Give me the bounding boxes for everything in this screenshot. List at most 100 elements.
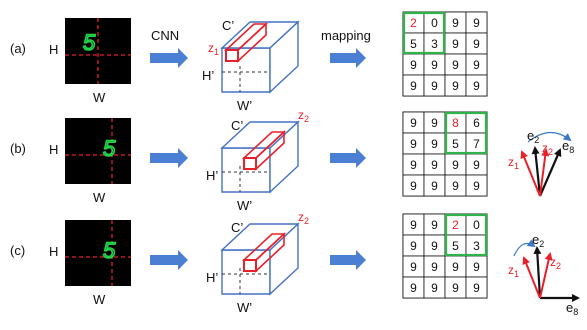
grid-cell: 3 xyxy=(423,32,446,55)
grid-cell: 9 xyxy=(402,174,425,197)
z2-label: z2 xyxy=(542,141,553,157)
row-label: (c) xyxy=(10,243,25,258)
z1-label: z1 xyxy=(508,155,519,171)
grid-cell-value: 3 xyxy=(431,37,438,51)
cnn-label: CNN xyxy=(151,28,179,43)
grid-cell-value: 9 xyxy=(473,16,480,30)
grid-cell: 9 xyxy=(402,276,425,299)
z-feature-label: z1 xyxy=(208,41,219,57)
handwritten-digit: 5 xyxy=(83,30,96,55)
grid-cell-value: 0 xyxy=(431,16,438,30)
cube-channel-label: C’ xyxy=(231,118,243,133)
cube-channel-label: C’ xyxy=(231,220,243,235)
z2-vector xyxy=(539,252,553,299)
cube-height-label: H’ xyxy=(202,68,214,83)
grid-cell: 5 xyxy=(402,32,425,55)
cnn-arrow xyxy=(150,48,188,68)
e2-vector xyxy=(533,246,542,299)
input-width-label: W xyxy=(93,90,106,105)
grid-cell-value: 9 xyxy=(431,158,438,172)
grid-cell: 9 xyxy=(402,74,425,97)
grid-cell: 9 xyxy=(402,111,425,134)
pool-highlight xyxy=(402,11,446,55)
cnn-arrow xyxy=(150,250,188,270)
handwritten-digit: 5 xyxy=(103,238,116,263)
row-label: (b) xyxy=(10,141,26,156)
pool-highlight xyxy=(444,111,488,155)
cube-channel-label: C’ xyxy=(222,18,234,33)
grid-cell-value: 9 xyxy=(410,239,417,253)
vector-diagram: e2 e8 z1 z2 xyxy=(508,128,574,197)
grid-cell: 2 xyxy=(402,11,425,34)
grid-cell-value: 5 xyxy=(452,239,459,253)
grid-cell-box xyxy=(465,74,488,97)
grid-cell: 7 xyxy=(465,132,488,155)
grid-cell: 9 xyxy=(402,255,425,278)
grid-cell: 5 xyxy=(444,132,467,155)
grid-cell-value: 9 xyxy=(410,137,417,151)
grid-cell-value: 9 xyxy=(473,79,480,93)
grid-cell: 9 xyxy=(402,213,425,236)
grid-cell: 3 xyxy=(465,234,488,257)
grid-cell-value: 9 xyxy=(431,137,438,151)
z1-label: z1 xyxy=(508,263,519,279)
grid-cell: 9 xyxy=(465,255,488,278)
row-label: (a) xyxy=(10,41,26,56)
grid-cell-value: 9 xyxy=(431,79,438,93)
e8-label: e8 xyxy=(566,300,578,317)
grid-cell-value: 9 xyxy=(452,179,459,193)
cube-width-label: W’ xyxy=(237,198,252,213)
feature-column-front xyxy=(243,259,257,272)
grid-cell-value: 9 xyxy=(473,158,480,172)
grid-cell-value: 9 xyxy=(452,37,459,51)
input-width-label: W xyxy=(93,292,106,307)
grid-cell: 9 xyxy=(444,32,467,55)
e8-label: e8 xyxy=(562,138,574,155)
rotation-arrow xyxy=(527,131,572,143)
grid-cell-value: 9 xyxy=(452,281,459,295)
grid-cell-value: 2 xyxy=(410,16,417,30)
grid-cell-value: 9 xyxy=(452,158,459,172)
grid-cell: 8 xyxy=(444,111,467,134)
e8-vector xyxy=(538,148,562,197)
grid-cell-value: 9 xyxy=(410,158,417,172)
grid-cell-value: 9 xyxy=(431,281,438,295)
cube-height-label: H’ xyxy=(206,270,218,285)
handwritten-digit: 5 xyxy=(103,136,116,161)
grid-cell-value: 8 xyxy=(452,116,459,130)
z1-vector xyxy=(522,256,541,299)
grid-cell-value: 9 xyxy=(410,58,417,72)
grid-cell: 9 xyxy=(423,74,446,97)
grid-cell: 9 xyxy=(444,174,467,197)
grid-cell-value: 9 xyxy=(431,179,438,193)
grid-cell: 9 xyxy=(465,74,488,97)
grid-cell-value: 0 xyxy=(473,218,480,232)
z2-vector xyxy=(539,148,550,197)
feature-column-front xyxy=(225,49,239,62)
grid-cell-value: 9 xyxy=(431,116,438,130)
grid-cell-value: 9 xyxy=(473,260,480,274)
grid-cell: 9 xyxy=(402,153,425,176)
grid-cell-value: 9 xyxy=(473,58,480,72)
z1-vector xyxy=(520,150,541,197)
mapping-arrow xyxy=(330,48,366,68)
grid-cell-box xyxy=(465,174,488,197)
pool-highlight xyxy=(444,213,488,257)
grid-cell-value: 9 xyxy=(410,179,417,193)
grid-cell: 9 xyxy=(444,74,467,97)
grid-cell-value: 9 xyxy=(410,116,417,130)
input-image xyxy=(65,220,131,286)
grid-cell: 0 xyxy=(423,11,446,34)
e2-vector xyxy=(531,146,542,197)
grid-cell-value: 9 xyxy=(452,16,459,30)
feature-column-front xyxy=(243,157,257,170)
grid-cell: 9 xyxy=(423,213,446,236)
mapping-arrow xyxy=(330,148,366,168)
grid-cell: 9 xyxy=(402,53,425,76)
grid-cell-value: 9 xyxy=(431,260,438,274)
cube-width-label: W’ xyxy=(237,98,252,113)
grid-cell-value: 9 xyxy=(473,281,480,295)
z2-label: z2 xyxy=(550,255,561,271)
grid-cell-value: 2 xyxy=(452,218,459,232)
mapping-label: mapping xyxy=(321,28,371,43)
